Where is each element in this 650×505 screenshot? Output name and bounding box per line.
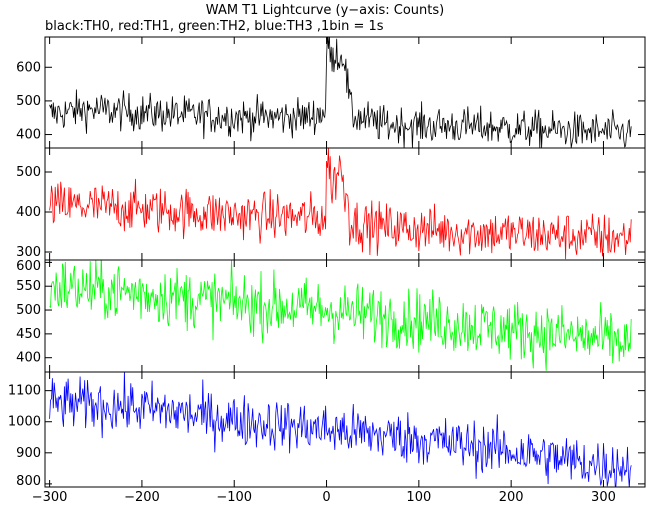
y-tick-label: 900 xyxy=(16,446,41,461)
series-th2-line xyxy=(49,260,632,371)
x-tick-label: 0 xyxy=(322,490,330,505)
chart-subtitle: black:TH0, red:TH1, green:TH2, blue:TH3 … xyxy=(45,19,384,34)
y-tick-label: 400 xyxy=(16,351,41,366)
y-tick-label: 450 xyxy=(16,327,41,342)
panel-th3: 800 900 1000 1100 xyxy=(8,371,646,489)
panel-th0: 400 500 600 xyxy=(16,36,646,149)
x-tick-label: −100 xyxy=(216,490,252,505)
panel-frame xyxy=(44,371,646,488)
y-tick-label: 800 xyxy=(16,474,41,489)
panel-th2: 400 450 500 550 600 xyxy=(16,259,646,373)
x-tick-label: 200 xyxy=(499,490,524,505)
panels-group: 4005006003004005004004505005506008009001… xyxy=(8,36,646,489)
y-tick-label: 500 xyxy=(16,94,41,109)
y-tick-label: 400 xyxy=(16,205,41,220)
y-tick-label: 600 xyxy=(16,259,41,274)
x-tick-label: −200 xyxy=(124,490,160,505)
y-tick-label: 300 xyxy=(16,245,41,260)
y-tick-label: 550 xyxy=(16,279,41,294)
y-tick-label: 1000 xyxy=(8,415,41,430)
y-tick-label: 500 xyxy=(16,165,41,180)
x-tick-label: 100 xyxy=(406,490,431,505)
series-th0-line xyxy=(49,37,632,148)
panel-th1: 300 400 500 xyxy=(16,147,646,261)
x-tick-label: −300 xyxy=(32,490,68,505)
y-tick-label: 400 xyxy=(16,128,41,143)
x-tick-label: 300 xyxy=(591,490,616,505)
panel-frame xyxy=(44,259,646,373)
y-tick-label: 600 xyxy=(16,60,41,75)
y-tick-label: 1100 xyxy=(8,384,41,399)
y-tick-label: 500 xyxy=(16,303,41,318)
series-th1-line xyxy=(49,148,632,260)
x-axis: −300 −200 −100 0 100 200 300 xyxy=(32,490,616,505)
chart-title: WAM T1 Lightcurve (y−axis: Counts) xyxy=(206,3,444,18)
series-th3-line xyxy=(49,372,632,487)
